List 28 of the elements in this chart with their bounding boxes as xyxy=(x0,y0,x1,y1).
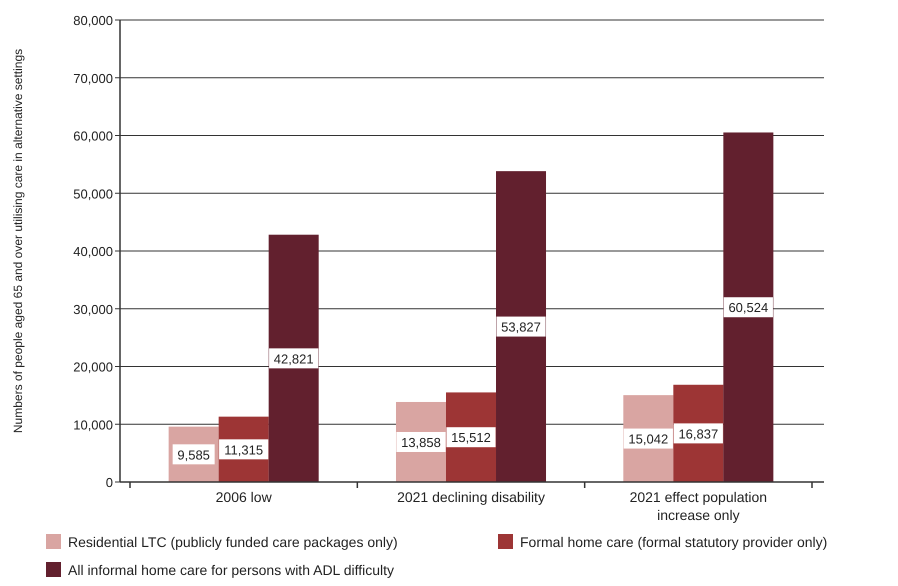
data-label: 53,827 xyxy=(501,320,541,335)
bar xyxy=(496,171,546,482)
y-tick-label: 80,000 xyxy=(73,13,113,28)
bar xyxy=(268,234,319,482)
legend-label: Residential LTC (publicly funded care packages only) xyxy=(68,534,398,550)
y-tick-label: 40,000 xyxy=(73,244,113,259)
data-label: 16,837 xyxy=(678,426,718,442)
y-axis-title: Numbers of people aged 65 and over utilising care in alternative settings xyxy=(11,48,25,434)
bar xyxy=(723,132,774,482)
x-tick-label: 2021 effect population increase only xyxy=(630,489,768,523)
y-tick-label: 60,000 xyxy=(73,128,113,144)
y-tick-label: 10,000 xyxy=(73,417,113,432)
legend-label: Formal home care (formal statutory provider only) xyxy=(520,534,828,550)
data-label: 42,821 xyxy=(274,351,314,366)
data-label: 11,315 xyxy=(224,442,264,458)
y-tick-label: 30,000 xyxy=(73,302,113,317)
data-label: 15,512 xyxy=(451,430,491,446)
legend-label: All informal home care for persons with ADL difficulty xyxy=(68,562,394,578)
y-tick-label: 20,000 xyxy=(73,360,113,374)
y-tick-label: 70,000 xyxy=(73,70,113,86)
data-label: 13,858 xyxy=(401,434,441,450)
y-tick-label: 50,000 xyxy=(73,186,113,202)
x-tick-label: 2006 low xyxy=(216,489,273,505)
data-label: 15,042 xyxy=(628,432,668,447)
x-tick-label: 2021 declining disability xyxy=(397,489,545,505)
data-label: 60,524 xyxy=(728,300,768,316)
data-label: 9,585 xyxy=(177,447,210,462)
y-tick-label: 0 xyxy=(106,475,113,490)
